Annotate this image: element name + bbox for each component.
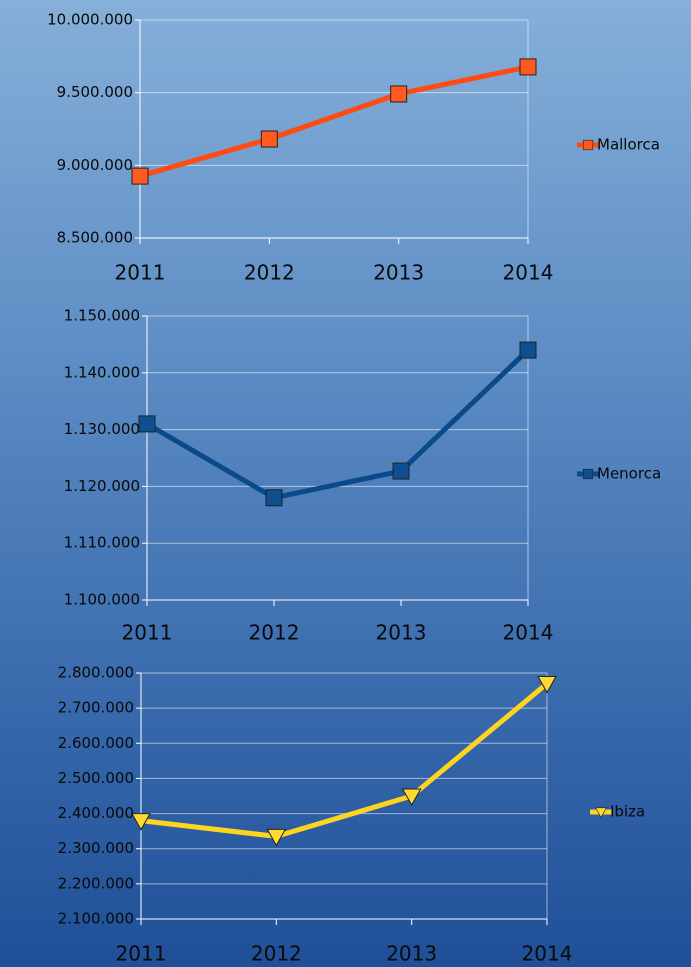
marker <box>519 341 537 359</box>
y-tick-label: 9.500.000 <box>57 83 133 101</box>
y-tick-label: 2.100.000 <box>58 910 134 928</box>
y-tick-label: 8.500.000 <box>57 229 133 247</box>
x-tick-label: 2012 <box>249 621 300 645</box>
y-tick-label: 2.200.000 <box>58 874 134 892</box>
y-tick-label: 1.100.000 <box>64 591 140 609</box>
legend-marker <box>595 807 607 819</box>
x-tick-label: 2011 <box>116 942 167 966</box>
y-tick-label: 1.110.000 <box>64 534 140 552</box>
marker <box>131 813 151 831</box>
legend-label: Ibiza <box>610 803 645 821</box>
chart: 8.500.000 9.000.000 9.500.000 10.000.000 201… <box>47 11 660 285</box>
marker <box>519 58 537 76</box>
x-tick-label: 2012 <box>251 942 302 966</box>
marker <box>266 828 287 847</box>
y-tick-label: 2.400.000 <box>58 804 134 822</box>
marker <box>265 489 283 507</box>
line <box>145 348 530 501</box>
marker <box>390 85 408 103</box>
x-tick-label: 2014 <box>503 621 554 645</box>
marker <box>401 788 422 807</box>
y-tick-label: 2.800.000 <box>58 664 134 682</box>
y-tick-label: 1.130.000 <box>64 420 140 438</box>
y-tick-label: 2.300.000 <box>58 839 134 857</box>
y-tick-label: 2.700.000 <box>58 699 134 717</box>
legend-marker <box>582 468 594 480</box>
y-tick-label: 1.150.000 <box>64 307 140 325</box>
line <box>140 681 549 839</box>
y-tick-label: 1.140.000 <box>64 363 140 381</box>
legend-label: Menorca <box>597 465 661 483</box>
y-tick-label: 2.500.000 <box>58 769 134 787</box>
y-tick-label: 2.600.000 <box>58 734 134 752</box>
line <box>139 64 529 179</box>
legend-label: Mallorca <box>597 136 660 154</box>
y-tick-label: 10.000.000 <box>47 11 133 29</box>
marker <box>537 676 557 694</box>
chart: 1.100.000 1.110.000 1.120.000 1.130.000 1.14… <box>64 307 661 645</box>
x-tick-label: 2012 <box>244 261 295 285</box>
x-tick-label: 2013 <box>373 261 424 285</box>
y-tick-label: 1.120.000 <box>64 477 140 495</box>
y-tick-label: 9.000.000 <box>57 156 133 174</box>
x-tick-label: 2013 <box>386 942 437 966</box>
marker <box>260 130 278 148</box>
chart: 2.100.000 2.200.000 2.300.000 2.400.000 2.50… <box>58 664 646 966</box>
x-tick-label: 2014 <box>503 261 554 285</box>
x-tick-label: 2014 <box>522 942 573 966</box>
legend-marker <box>582 139 594 151</box>
x-tick-label: 2011 <box>115 261 166 285</box>
x-tick-label: 2011 <box>122 621 173 645</box>
marker <box>131 167 149 185</box>
marker <box>392 462 410 480</box>
x-tick-label: 2013 <box>376 621 427 645</box>
marker <box>138 415 156 433</box>
